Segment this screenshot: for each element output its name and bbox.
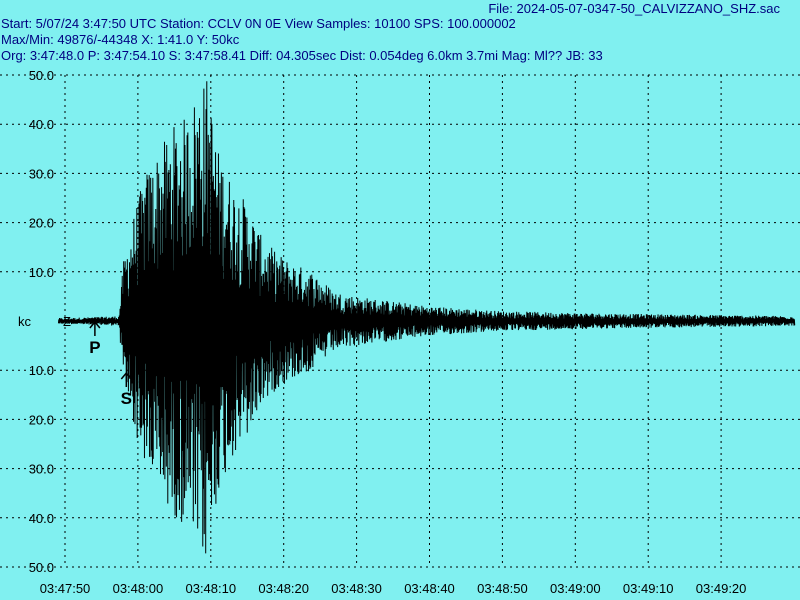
start-station-info: Start: 5/07/24 3:47:50 UTC Station: CCLV… [1, 16, 516, 31]
y-tick-label: 20.0 [29, 216, 54, 231]
y-tick-label: 40.0 [29, 117, 54, 132]
phase-pick-p: P [89, 320, 101, 357]
y-tick-label: 10.0 [29, 265, 54, 280]
y-tick-label: 10.0 [29, 363, 54, 378]
x-tick-label: 03:49:20 [696, 581, 747, 596]
x-axis-ticks: 03:47:50 03:48:00 03:48:10 03:48:20 03:48:30… [40, 581, 747, 596]
y-unit-label: kc [18, 314, 32, 329]
waveform-trace [57, 81, 796, 554]
x-tick-label: 03:48:30 [331, 581, 382, 596]
x-tick-label: 03:47:50 [40, 581, 91, 596]
x-tick-label: 03:48:10 [185, 581, 236, 596]
phase-pick-label: S [121, 389, 132, 408]
x-tick-label: 03:49:10 [623, 581, 674, 596]
y-tick-label: 50.0 [29, 68, 54, 83]
y-tick-label: 40.0 [29, 511, 54, 526]
x-tick-label: 03:48:20 [258, 581, 309, 596]
y-tick-label: 30.0 [29, 166, 54, 181]
x-tick-label: 03:48:50 [477, 581, 528, 596]
y-tick-label: 20.0 [29, 412, 54, 427]
y-axis-ticks: 50.0 40.0 30.0 20.0 10.0 10.0 20.0 30.0 40.0 50.0 [29, 68, 54, 575]
max-min-scale-info: Max/Min: 49876/-44348 X: 1:41.0 Y: 50kc [1, 32, 240, 47]
y-tick-label: 30.0 [29, 462, 54, 477]
y-tick-label: 50.0 [29, 560, 54, 575]
phase-pick-s: S [121, 371, 132, 408]
phase-picks: PS [89, 320, 132, 408]
origin-phase-info: Org: 3:47:48.0 P: 3:47:54.10 S: 3:47:58.… [1, 48, 603, 63]
file-name-label: File: 2024-05-07-0347-50_CALVIZZANO_SHZ.… [488, 1, 780, 16]
phase-pick-label: P [89, 338, 100, 357]
seismic-trace-line [57, 81, 796, 554]
x-tick-label: 03:48:00 [113, 581, 164, 596]
x-tick-label: 03:49:00 [550, 581, 601, 596]
x-tick-label: 03:48:40 [404, 581, 455, 596]
